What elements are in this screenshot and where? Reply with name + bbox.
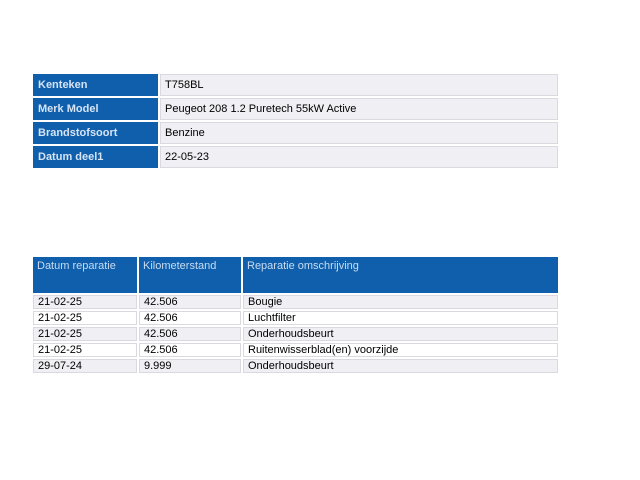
repair-row: 29-07-24 9.999 Onderhoudsbeurt (33, 359, 558, 373)
repair-date-cell: 21-02-25 (33, 327, 137, 341)
repair-description-cell: Ruitenwisserblad(en) voorzijde (243, 343, 558, 357)
repair-row: 21-02-25 42.506 Luchtfilter (33, 311, 558, 325)
vehicle-field-label: Brandstofsoort (33, 122, 158, 144)
repair-date-cell: 21-02-25 (33, 311, 137, 325)
repair-description-cell: Bougie (243, 295, 558, 309)
vehicle-info-table: Kenteken T758BL Merk Model Peugeot 208 1… (31, 72, 560, 170)
column-header-datum-reparatie: Datum reparatie (33, 257, 137, 293)
vehicle-field-label: Datum deel1 (33, 146, 158, 168)
vehicle-info-row: Kenteken T758BL (33, 74, 558, 96)
repair-km-cell: 42.506 (139, 295, 241, 309)
repair-history-header: Datum reparatie Kilometerstand Reparatie… (33, 257, 558, 293)
repair-row: 21-02-25 42.506 Ruitenwisserblad(en) voo… (33, 343, 558, 357)
repair-description-cell: Luchtfilter (243, 311, 558, 325)
repair-km-cell: 9.999 (139, 359, 241, 373)
repair-date-cell: 29-07-24 (33, 359, 137, 373)
repair-history-body: 21-02-25 42.506 Bougie 21-02-25 42.506 L… (33, 295, 558, 373)
repair-km-cell: 42.506 (139, 343, 241, 357)
vehicle-field-label: Merk Model (33, 98, 158, 120)
repair-km-cell: 42.506 (139, 327, 241, 341)
repair-date-cell: 21-02-25 (33, 343, 137, 357)
repair-history-table: Datum reparatie Kilometerstand Reparatie… (31, 255, 560, 375)
vehicle-info-row: Datum deel1 22-05-23 (33, 146, 558, 168)
vehicle-field-label: Kenteken (33, 74, 158, 96)
repair-header-row: Datum reparatie Kilometerstand Reparatie… (33, 257, 558, 293)
vehicle-info-row: Merk Model Peugeot 208 1.2 Puretech 55kW… (33, 98, 558, 120)
vehicle-field-value: T758BL (160, 74, 558, 96)
vehicle-field-value: 22-05-23 (160, 146, 558, 168)
column-header-kilometerstand: Kilometerstand (139, 257, 241, 293)
vehicle-field-value: Peugeot 208 1.2 Puretech 55kW Active (160, 98, 558, 120)
vehicle-info-body: Kenteken T758BL Merk Model Peugeot 208 1… (33, 74, 558, 168)
column-header-reparatie-omschrijving: Reparatie omschrijving (243, 257, 558, 293)
repair-description-cell: Onderhoudsbeurt (243, 359, 558, 373)
repair-description-cell: Onderhoudsbeurt (243, 327, 558, 341)
repair-row: 21-02-25 42.506 Bougie (33, 295, 558, 309)
repair-row: 21-02-25 42.506 Onderhoudsbeurt (33, 327, 558, 341)
vehicle-field-value: Benzine (160, 122, 558, 144)
repair-km-cell: 42.506 (139, 311, 241, 325)
repair-date-cell: 21-02-25 (33, 295, 137, 309)
vehicle-info-row: Brandstofsoort Benzine (33, 122, 558, 144)
